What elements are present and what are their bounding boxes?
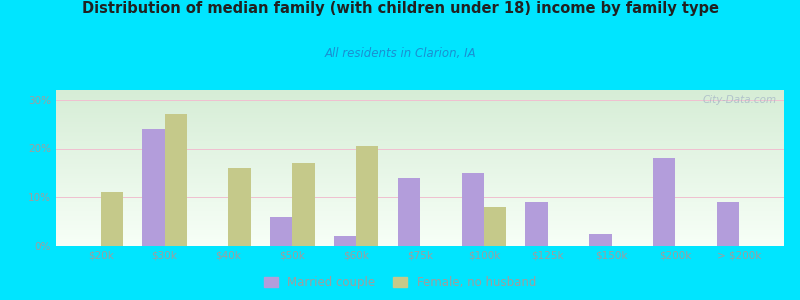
- Legend: Married couple, Female, no husband: Married couple, Female, no husband: [259, 272, 541, 294]
- Bar: [717, 202, 739, 246]
- Text: Distribution of median family (with children under 18) income by family type: Distribution of median family (with chil…: [82, 2, 718, 16]
- Bar: [590, 234, 611, 246]
- Bar: [653, 158, 675, 246]
- Bar: [292, 163, 314, 246]
- Bar: [462, 173, 484, 246]
- Bar: [398, 178, 420, 246]
- Text: City-Data.com: City-Data.com: [702, 95, 777, 105]
- Bar: [334, 236, 356, 246]
- Bar: [165, 114, 187, 246]
- Bar: [142, 129, 165, 246]
- Bar: [526, 202, 548, 246]
- Bar: [229, 168, 250, 246]
- Bar: [101, 192, 123, 246]
- Bar: [270, 217, 292, 246]
- Bar: [484, 207, 506, 246]
- Text: All residents in Clarion, IA: All residents in Clarion, IA: [324, 46, 476, 59]
- Bar: [356, 146, 378, 246]
